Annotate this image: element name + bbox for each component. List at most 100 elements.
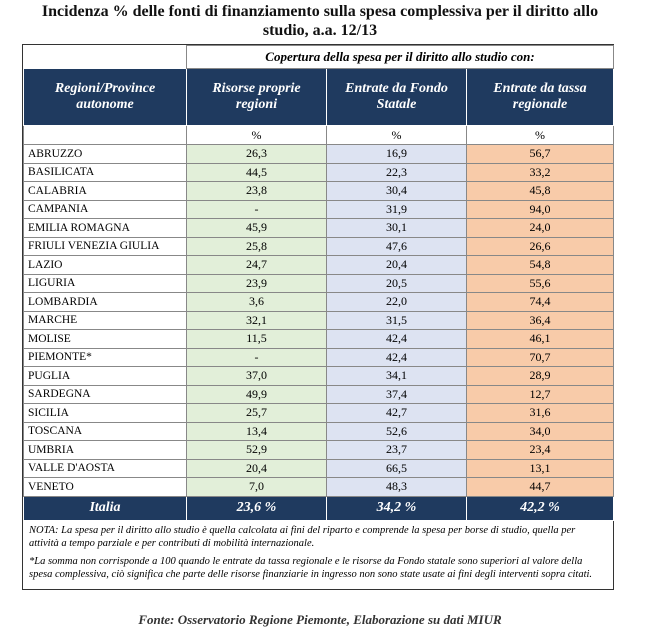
data-row: TOSCANA 13,4 52,6 34,0 — [23, 421, 615, 441]
value-cell: 31,9 — [326, 199, 467, 219]
value-cell: 20,5 — [326, 273, 467, 293]
value-cell: 22,0 — [326, 292, 467, 312]
value-cell: 33,2 — [465, 162, 615, 182]
value-cell: 24,7 — [186, 255, 327, 275]
header-row: Regioni/Province autonome Risorse proprie… — [23, 68, 615, 126]
value-cell: 20,4 — [186, 458, 327, 478]
value-cell: 20,4 — [326, 255, 467, 275]
data-row: MOLISE 11,5 42,4 46,1 — [23, 329, 615, 349]
value-cell: 42,7 — [326, 403, 467, 423]
table: Copertura della spesa per il diritto all… — [23, 45, 615, 521]
value-cell: 49,9 — [186, 384, 327, 404]
value-cell: 42,4 — [326, 347, 467, 367]
value-cell: 12,7 — [465, 384, 615, 404]
value-cell: 26,3 — [186, 144, 327, 164]
value-cell: 16,9 — [326, 144, 467, 164]
data-row: FRIULI VENEZIA GIULIA 25,8 47,6 26,6 — [23, 236, 615, 256]
region-cell: PIEMONTE* — [23, 347, 187, 367]
source: Fonte: Osservatorio Regione Piemonte, El… — [138, 612, 502, 627]
note: *La somma non corrisponde a 100 quando l… — [29, 555, 593, 580]
region-cell: SICILIA — [23, 403, 187, 423]
value-cell: 56,7 — [465, 144, 615, 164]
value-cell: 52,6 — [326, 421, 467, 441]
data-row: LAZIO 24,7 20,4 54,8 — [23, 255, 615, 275]
value-cell: 11,5 — [186, 329, 327, 349]
value-cell: - — [186, 199, 327, 219]
total-cell: 34,2 % — [326, 495, 467, 521]
region-cell: FRIULI VENEZIA GIULIA — [23, 236, 187, 256]
region-cell: CALABRIA — [23, 181, 187, 201]
data-row: PIEMONTE* -42,4 70,7 — [23, 347, 615, 367]
value-cell: 28,9 — [465, 366, 615, 386]
region-cell: CAMPANIA — [23, 199, 187, 219]
value-cell: 24,0 — [465, 218, 615, 238]
value-cell: 44,7 — [465, 477, 615, 497]
unit-row: %%% — [23, 125, 615, 145]
value-cell: 45,8 — [465, 181, 615, 201]
data-row: SARDEGNA 49,9 37,4 12,7 — [23, 384, 615, 404]
value-cell: 23,4 — [465, 440, 615, 460]
value-cell: 31,5 — [326, 310, 467, 330]
column-header: Regioni/Province autonome — [23, 68, 187, 126]
column-header: Risorse proprie regioni — [186, 68, 327, 126]
data-row: VALLE D'AOSTA 20,4 66,5 13,1 — [23, 458, 615, 478]
value-cell: 70,7 — [465, 347, 615, 367]
value-cell: 23,8 — [186, 181, 327, 201]
total-row: Italia 23,6 % 34,2 % 42,2 % — [23, 495, 615, 521]
region-cell: PUGLIA — [23, 366, 187, 386]
total-cell: 23,6 % — [186, 495, 327, 521]
value-cell: 48,3 — [326, 477, 467, 497]
region-cell: BASILICATA — [23, 162, 187, 182]
region-cell: MARCHE — [23, 310, 187, 330]
data-row: VENETO 7,0 48,3 44,7 — [23, 477, 615, 497]
empty-cell — [23, 125, 187, 145]
value-cell: 66,5 — [326, 458, 467, 478]
value-cell: - — [186, 347, 327, 367]
value-cell: 25,8 — [186, 236, 327, 256]
region-cell: EMILIA ROMAGNA — [23, 218, 187, 238]
group-header: Copertura della spesa per il diritto all… — [185, 45, 615, 69]
value-cell: 55,6 — [465, 273, 615, 293]
data-row: UMBRIA 52,9 23,7 23,4 — [23, 440, 615, 460]
region-cell: MOLISE — [23, 329, 187, 349]
table-body: Copertura della spesa per il diritto all… — [23, 45, 615, 521]
value-cell: 45,9 — [186, 218, 327, 238]
data-row: PUGLIA 37,0 34,1 28,9 — [23, 366, 615, 386]
data-row: LIGURIA 23,9 20,5 55,6 — [23, 273, 615, 293]
value-cell: 13,4 — [186, 421, 327, 441]
value-cell: 13,1 — [465, 458, 615, 478]
value-cell: 26,6 — [465, 236, 615, 256]
value-cell: 74,4 — [465, 292, 615, 312]
region-cell: VALLE D'AOSTA — [23, 458, 187, 478]
region-cell: LAZIO — [23, 255, 187, 275]
total-cell: Italia — [23, 495, 187, 521]
unit-cell: % — [326, 125, 467, 145]
unit-cell: % — [186, 125, 327, 145]
data-row: EMILIA ROMAGNA 45,9 30,1 24,0 — [23, 218, 615, 238]
value-cell: 7,0 — [186, 477, 327, 497]
value-cell: 37,4 — [326, 384, 467, 404]
region-cell: ABRUZZO — [23, 144, 187, 164]
value-cell: 34,1 — [326, 366, 467, 386]
notes: NOTA: La spesa per il diritto allo studi… — [23, 521, 613, 589]
value-cell: 30,1 — [326, 218, 467, 238]
empty-cell — [24, 46, 187, 69]
title: Incidenza % delle fonti di finanziamento… — [41, 3, 599, 39]
region-cell: LOMBARDIA — [23, 292, 187, 312]
value-cell: 22,3 — [326, 162, 467, 182]
data-row: ABRUZZO 26,3 16,9 56,7 — [23, 144, 615, 164]
value-cell: 46,1 — [465, 329, 615, 349]
data-row: SICILIA 25,7 42,7 31,6 — [23, 403, 615, 423]
value-cell: 30,4 — [326, 181, 467, 201]
region-cell: SARDEGNA — [23, 384, 187, 404]
region-cell: UMBRIA — [23, 440, 187, 460]
total-cell: 42,2 % — [465, 495, 615, 521]
region-cell: LIGURIA — [23, 273, 187, 293]
value-cell: 54,8 — [465, 255, 615, 275]
value-cell: 23,7 — [326, 440, 467, 460]
value-cell: 47,6 — [326, 236, 467, 256]
note: NOTA: La spesa per il diritto allo studi… — [29, 524, 576, 549]
value-cell: 31,6 — [465, 403, 615, 423]
value-cell: 23,9 — [186, 273, 327, 293]
